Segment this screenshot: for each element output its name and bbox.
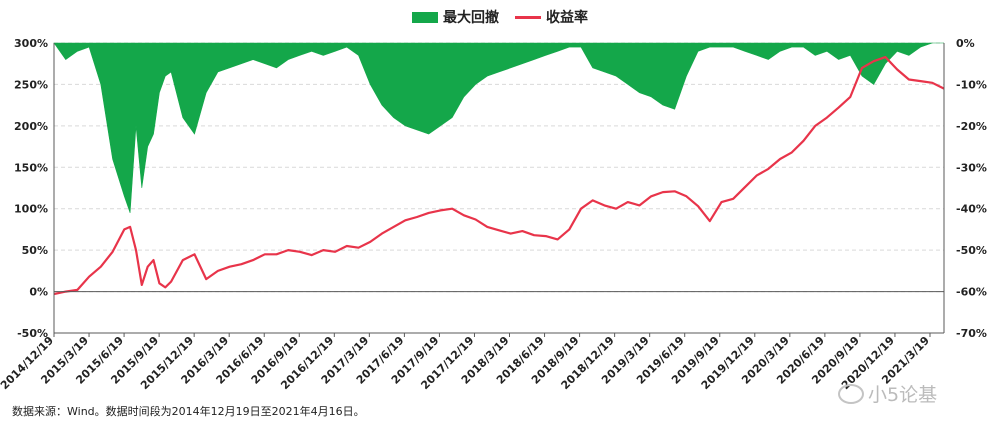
- right-axis-tick-label: 0%: [956, 37, 975, 50]
- left-axis-tick-label: 150%: [14, 161, 48, 174]
- legend-label-return: 收益率: [546, 10, 588, 26]
- right-axis-tick-label: -60%: [956, 286, 987, 299]
- legend-swatch-return: [515, 15, 541, 19]
- legend-item-drawdown: 最大回撤: [412, 7, 499, 27]
- watermark-text: 小5论基: [868, 384, 938, 406]
- legend-label-drawdown: 最大回撤: [443, 10, 499, 26]
- legend-item-return: 收益率: [515, 7, 588, 27]
- left-axis-tick-label: 200%: [14, 120, 48, 133]
- right-axis-tick-label: -30%: [956, 161, 987, 174]
- right-axis-tick-label: -20%: [956, 120, 987, 133]
- left-axis-tick-label: 250%: [14, 78, 48, 91]
- right-axis-tick-label: -70%: [956, 327, 987, 340]
- watermark: 小5论基: [838, 380, 937, 407]
- left-axis-tick-label: 300%: [14, 37, 48, 50]
- drawdown-area: [53, 42, 944, 213]
- source-note: 数据来源：Wind。数据时间段为2014年12月19日至2021年4月16日。: [12, 405, 365, 418]
- drawdown-area-layer: [53, 42, 944, 213]
- right-axis-tick-label: -50%: [956, 244, 987, 257]
- left-axis-tick-label: 100%: [14, 203, 48, 216]
- return-line-layer: [53, 56, 945, 296]
- right-axis-tick-label: -40%: [956, 203, 987, 216]
- left-axis-tick-label: 50%: [22, 244, 48, 257]
- wechat-icon: [838, 383, 864, 404]
- left-axis-tick-label: 0%: [29, 286, 48, 299]
- return-line: [53, 56, 945, 296]
- right-axis-tick-label: -10%: [956, 78, 987, 91]
- legend-swatch-drawdown: [412, 11, 438, 23]
- left-axis-tick-label: -50%: [17, 327, 48, 340]
- legend: 最大回撤 收益率: [0, 6, 1000, 28]
